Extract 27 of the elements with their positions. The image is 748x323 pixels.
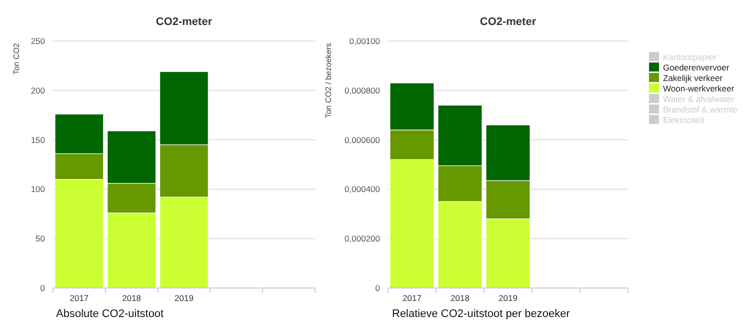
legend-label: Woon-werkverkeer bbox=[663, 84, 734, 94]
text: Relatieve CO2-uitstoot per bezoeker bbox=[392, 308, 570, 320]
y-tick-label: 0 bbox=[40, 283, 46, 293]
y-tick-label: 0 bbox=[375, 283, 380, 293]
y-tick-label: 100 bbox=[30, 184, 46, 194]
y-tick-label: 200 bbox=[30, 85, 46, 96]
x-tick-label: 2018 bbox=[122, 293, 142, 303]
y-tick-label: 0,000200 bbox=[344, 234, 380, 244]
text: Absolute CO2-uitstoot bbox=[56, 308, 164, 320]
y-tick-label: 0,000400 bbox=[344, 184, 380, 194]
legend-label: Goederenvervoer bbox=[663, 62, 730, 72]
legend-label: Zakelijk verkeer bbox=[663, 73, 723, 83]
y-axis-title: Ton CO2 / bezoekers bbox=[324, 43, 333, 118]
y-tick-label: 0,000600 bbox=[344, 134, 380, 145]
y-tick-label: 50 bbox=[36, 234, 46, 244]
y-tick-label: 0,000800 bbox=[344, 85, 380, 96]
x-tick-label: 2019 bbox=[174, 293, 194, 303]
chart-title: CO2-meter bbox=[156, 16, 213, 28]
x-tick-label: 2017 bbox=[402, 293, 422, 303]
y-tick-label: 150 bbox=[30, 134, 46, 145]
y-tick-label: 0,00100 bbox=[349, 36, 380, 46]
x-tick-label: 2019 bbox=[498, 293, 518, 303]
x-tick-label: 2017 bbox=[70, 293, 89, 303]
y-tick-label: 250 bbox=[30, 36, 46, 46]
chart-title: CO2-meter bbox=[480, 16, 537, 28]
x-tick-label: 2018 bbox=[450, 293, 470, 303]
y-axis-title: Ton CO2 bbox=[12, 42, 21, 75]
